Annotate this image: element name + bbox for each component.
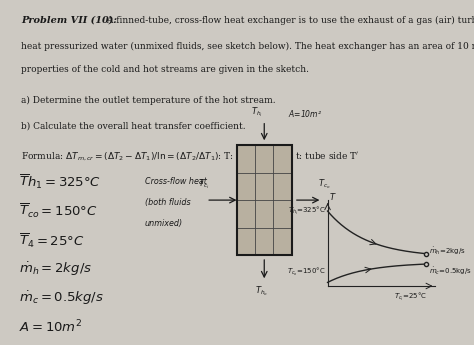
Text: properties of the cold and hot streams are given in the sketch.: properties of the cold and hot streams a…: [21, 65, 310, 74]
Bar: [237, 145, 292, 255]
Text: $T_{c_i}$=25°C: $T_{c_i}$=25°C: [394, 291, 428, 303]
Text: heat pressurized water (unmixed fluids, see sketch below). The heat exchanger ha: heat pressurized water (unmixed fluids, …: [21, 41, 474, 50]
Text: $\dot{m}_h$=2kg/s: $\dot{m}_h$=2kg/s: [428, 246, 465, 257]
Text: Cross-flow heat: Cross-flow heat: [145, 177, 207, 186]
Text: $A$=10m²: $A$=10m²: [288, 108, 322, 119]
Text: b) Calculate the overall heat transfer coefficient.: b) Calculate the overall heat transfer c…: [21, 122, 246, 131]
Text: a) Determine the outlet temperature of the hot stream.: a) Determine the outlet temperature of t…: [21, 96, 276, 105]
Text: $\overline{T}h_1 = 325°C$: $\overline{T}h_1 = 325°C$: [19, 172, 101, 191]
Text: $\overline{T}_{co} = 150°C$: $\overline{T}_{co} = 150°C$: [19, 202, 98, 220]
Text: T: T: [329, 194, 335, 203]
Text: Problem VII (10):: Problem VII (10):: [21, 16, 118, 24]
Text: $\overline{T}_4 = 25°C$: $\overline{T}_4 = 25°C$: [19, 231, 84, 249]
Text: $T_{h_i}$: $T_{h_i}$: [251, 106, 263, 119]
Text: $T_{c_o}$: $T_{c_o}$: [319, 178, 331, 191]
Text: $\dot{m}_h = 2 kg/s$: $\dot{m}_h = 2 kg/s$: [19, 260, 92, 278]
Text: (both fluids: (both fluids: [145, 198, 190, 207]
Text: $T_{c_o}$=150°C: $T_{c_o}$=150°C: [287, 266, 326, 278]
Text: $\dot{m}_c = 0.5 kg/s$: $\dot{m}_c = 0.5 kg/s$: [19, 290, 104, 307]
Bar: [237, 145, 292, 255]
Text: unmixed): unmixed): [145, 219, 182, 228]
Text: $\dot{m}_c$=0.5kg/s: $\dot{m}_c$=0.5kg/s: [428, 266, 472, 277]
Text: A finned-tube, cross-flow heat exchanger is to use the exhaust of a gas (air) tu: A finned-tube, cross-flow heat exchanger…: [104, 16, 474, 24]
Text: $T_{c_i}$: $T_{c_i}$: [198, 178, 210, 191]
Text: $T_{h_o}$: $T_{h_o}$: [255, 285, 268, 298]
Text: $T_{h_i}$=325°C: $T_{h_i}$=325°C: [288, 205, 326, 217]
Text: $A = 10 m^2$: $A = 10 m^2$: [19, 319, 82, 336]
Text: Formula: $\Delta T_{m,cr} = (\Delta T_2 - \Delta T_1)/\mathrm{ln} = (\Delta T_2/: Formula: $\Delta T_{m,cr} = (\Delta T_2 …: [21, 151, 360, 164]
